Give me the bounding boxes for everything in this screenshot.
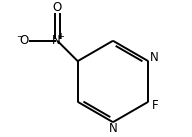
Text: −: −	[16, 32, 23, 42]
Text: F: F	[152, 99, 159, 112]
Text: O: O	[53, 1, 62, 14]
Text: O: O	[20, 34, 29, 47]
Text: +: +	[58, 32, 65, 42]
Text: N: N	[149, 51, 158, 64]
Text: N: N	[52, 34, 61, 47]
Text: N: N	[109, 122, 117, 135]
